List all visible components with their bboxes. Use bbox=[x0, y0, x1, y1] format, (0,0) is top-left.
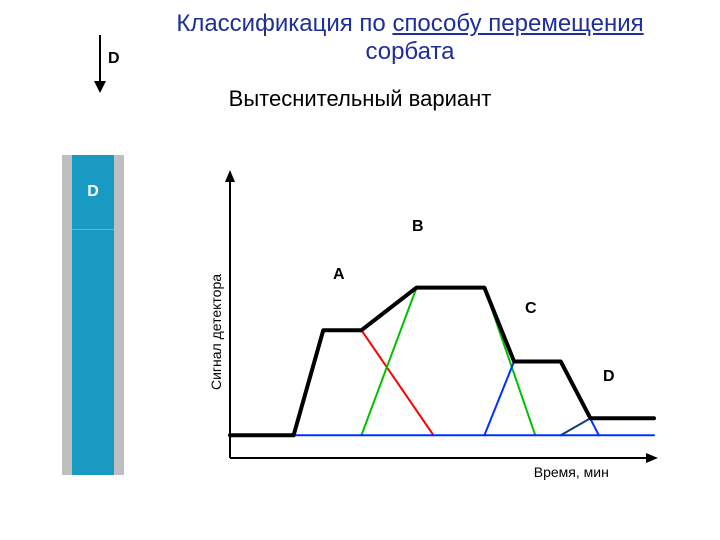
injector-arrow bbox=[92, 35, 112, 110]
chart bbox=[220, 168, 660, 478]
subtitle: Вытеснительный вариант bbox=[160, 86, 560, 112]
injector-label: D bbox=[108, 50, 120, 68]
column-band-d: D bbox=[72, 155, 114, 229]
column: D bbox=[62, 155, 124, 475]
chart-svg bbox=[220, 168, 660, 478]
y-axis-label: Сигнал детектора bbox=[208, 273, 224, 389]
injector-arrow-svg bbox=[92, 35, 112, 105]
title-part2: способу перемещения bbox=[392, 10, 643, 37]
peak-label-d: D bbox=[603, 368, 615, 386]
title-part3: сорбата bbox=[365, 38, 454, 65]
column-band-label: D bbox=[87, 183, 99, 201]
peak-label-c: C bbox=[525, 300, 537, 318]
stage: Классификация по способу перемещения сор… bbox=[0, 0, 720, 540]
page-title: Классификация по способу перемещения сор… bbox=[150, 10, 670, 66]
peak-label-b: B bbox=[412, 218, 424, 236]
column-divider bbox=[72, 229, 114, 230]
x-axis-label: Время, мин bbox=[534, 464, 609, 480]
title-part1: Классификация по bbox=[176, 10, 392, 37]
peak-label-a: A bbox=[333, 266, 345, 284]
